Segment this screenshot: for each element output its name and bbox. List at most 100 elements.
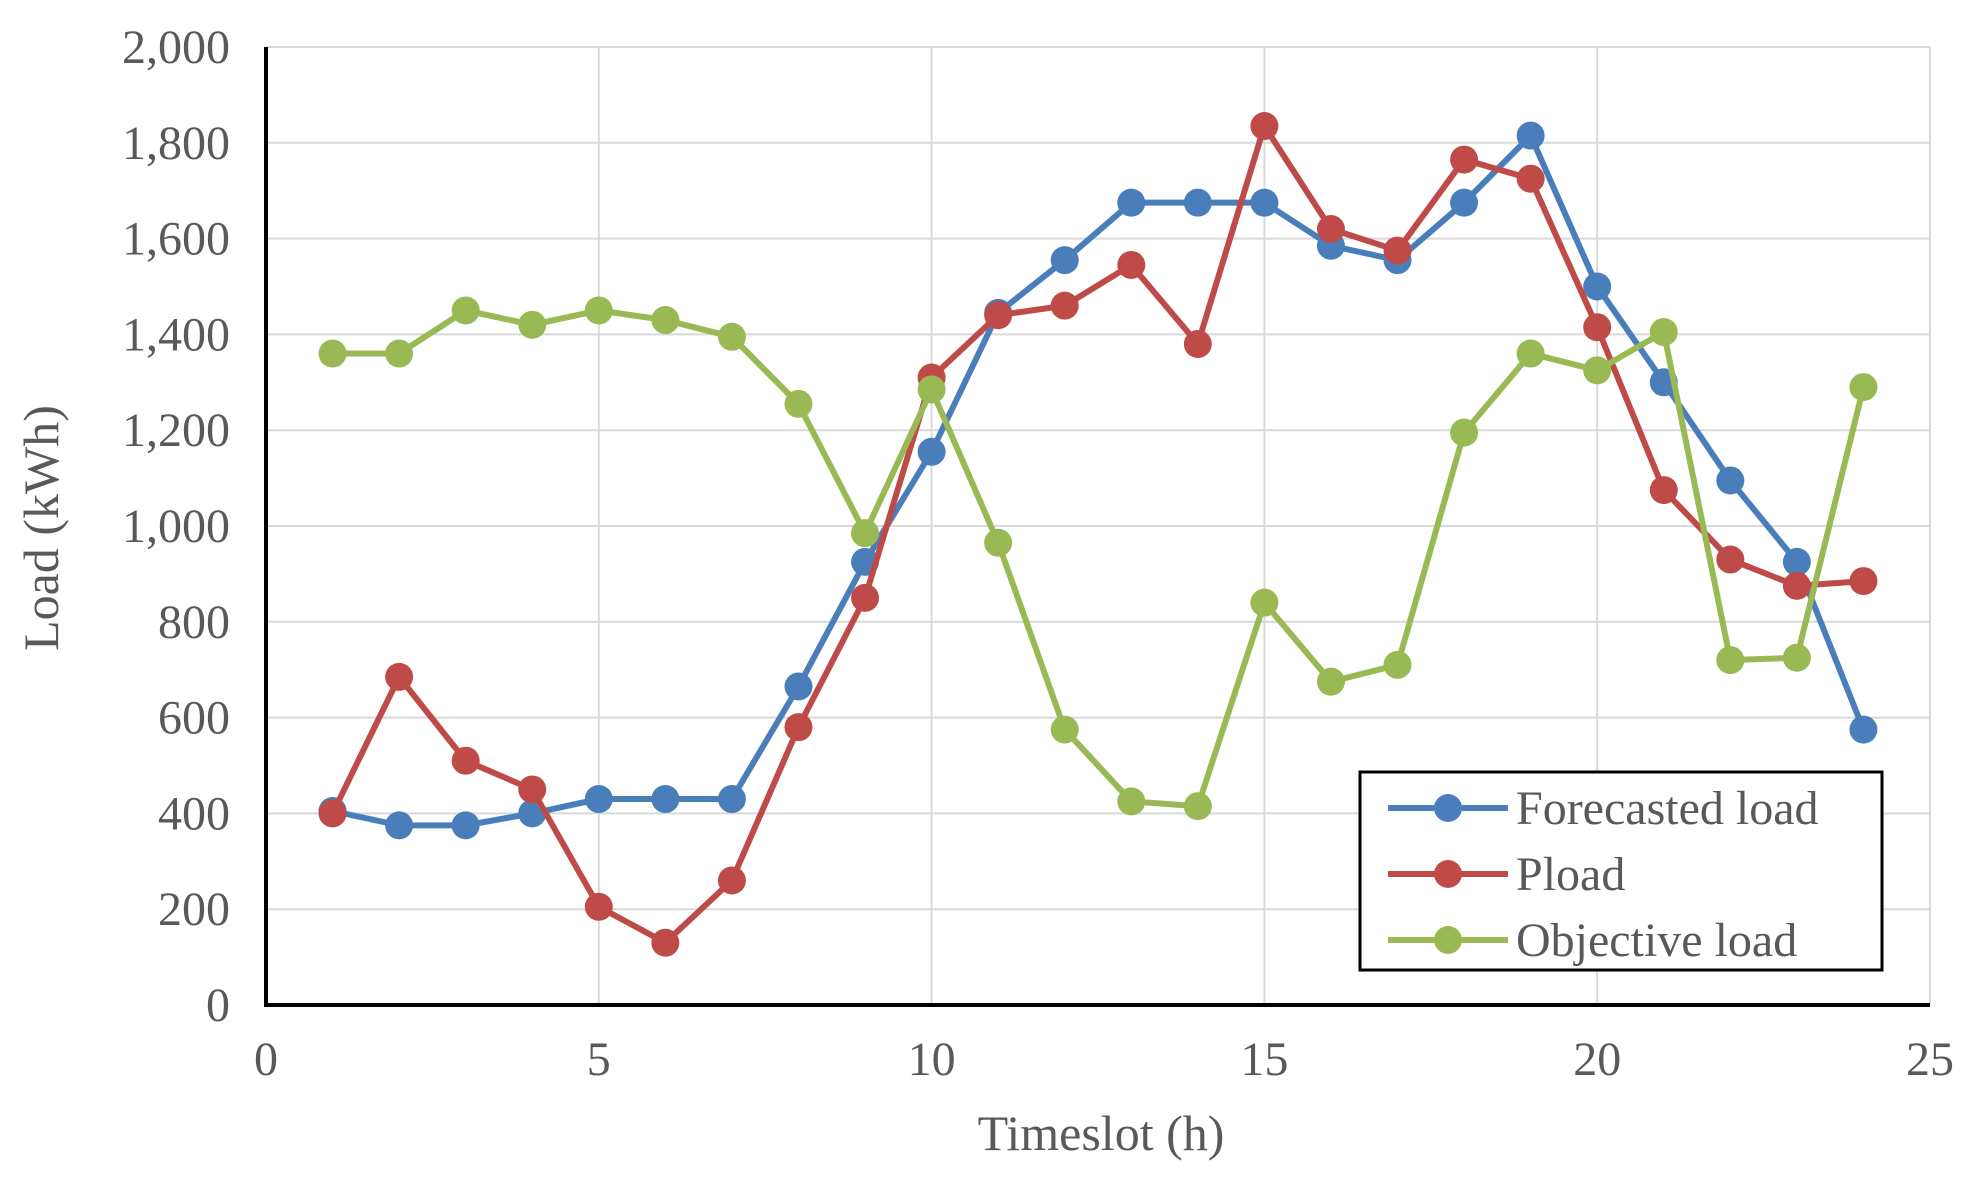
y-tick-label: 400 (158, 787, 230, 840)
data-point-objective-load (1649, 318, 1678, 347)
data-point-pload (1117, 250, 1146, 279)
data-point-pload (1782, 571, 1811, 600)
data-point-forecasted-load (1050, 246, 1079, 275)
data-point-objective-load (1849, 373, 1878, 402)
data-point-pload (1316, 215, 1345, 244)
data-point-objective-load (651, 306, 680, 335)
x-tick-labels: 0 5 10 15 20 25 (254, 1033, 1954, 1086)
data-point-objective-load (1050, 715, 1079, 744)
series (318, 112, 1878, 957)
data-point-pload (1649, 476, 1678, 505)
y-axis-title: Load (kWh) (13, 405, 69, 651)
data-point-forecasted-load (717, 785, 746, 814)
data-point-forecasted-load (385, 811, 414, 840)
data-point-forecasted-load (1516, 121, 1545, 150)
data-point-forecasted-load (1716, 466, 1745, 495)
y-tick-label: 1,800 (122, 117, 230, 170)
data-point-objective-load (851, 519, 880, 548)
y-tick-label: 0 (206, 979, 230, 1032)
data-point-forecasted-load (784, 672, 813, 701)
x-tick-label: 0 (254, 1033, 278, 1086)
y-tick-label: 200 (158, 883, 230, 936)
y-tick-label: 800 (158, 596, 230, 649)
data-point-objective-load (451, 296, 480, 325)
data-point-forecasted-load (1849, 715, 1878, 744)
data-point-objective-load (1383, 650, 1412, 679)
x-tick-label: 10 (908, 1033, 956, 1086)
data-point-objective-load (1450, 418, 1479, 447)
data-point-objective-load (385, 339, 414, 368)
y-tick-label: 2,000 (122, 21, 230, 74)
data-point-objective-load (717, 322, 746, 351)
legend-label: Forecasted load (1516, 782, 1819, 835)
x-tick-label: 15 (1240, 1033, 1288, 1086)
data-point-forecasted-load (651, 785, 680, 814)
data-point-objective-load (1583, 356, 1612, 385)
data-point-objective-load (917, 375, 946, 404)
y-tick-label: 1,600 (122, 213, 230, 266)
data-point-pload (717, 866, 746, 895)
data-point-pload (318, 799, 347, 828)
legend-swatch-marker (1434, 794, 1462, 822)
data-point-objective-load (1183, 792, 1212, 821)
data-point-pload (1716, 545, 1745, 574)
data-point-objective-load (1250, 588, 1279, 617)
data-point-forecasted-load (1450, 188, 1479, 217)
data-point-pload (784, 713, 813, 742)
y-tick-label: 1,000 (122, 500, 230, 553)
data-point-pload (1516, 164, 1545, 193)
series-line-objective-load (332, 307, 1867, 810)
series-pload (318, 112, 1878, 957)
y-tick-label: 1,400 (122, 308, 230, 361)
data-point-pload (1250, 112, 1279, 141)
axes (264, 47, 1930, 1007)
legend-label: Objective load (1516, 914, 1797, 967)
data-point-pload (1383, 236, 1412, 265)
legend-item-objective-load: Objective load (1388, 914, 1797, 967)
data-point-objective-load (1716, 646, 1745, 675)
data-point-objective-load (518, 310, 547, 339)
data-point-pload (584, 892, 613, 921)
legend-swatch-marker (1434, 926, 1462, 954)
x-tick-label: 25 (1906, 1033, 1954, 1086)
data-point-forecasted-load (1183, 188, 1212, 217)
series-forecasted-load (318, 121, 1878, 840)
data-point-forecasted-load (1117, 188, 1146, 217)
data-point-forecasted-load (584, 785, 613, 814)
data-point-objective-load (1117, 787, 1146, 816)
data-point-forecasted-load (1782, 547, 1811, 576)
legend-item-pload: Pload (1388, 848, 1625, 901)
data-point-forecasted-load (917, 437, 946, 466)
series-line-pload (329, 123, 1864, 946)
data-point-pload (385, 662, 414, 691)
data-point-pload (1183, 329, 1212, 358)
data-point-pload (651, 928, 680, 957)
series-objective-load (318, 296, 1878, 821)
y-tick-labels: 0 200 400 600 800 1,000 1,200 1,400 1,600 1,800 2,… (122, 21, 230, 1032)
data-point-pload (451, 746, 480, 775)
data-point-objective-load (1782, 643, 1811, 672)
data-point-pload (1849, 567, 1878, 596)
data-point-objective-load (784, 389, 813, 418)
x-tick-label: 5 (587, 1033, 611, 1086)
data-point-pload (518, 775, 547, 804)
data-point-objective-load (584, 296, 613, 325)
legend-label: Pload (1516, 848, 1625, 901)
legend: Forecasted load Pload Objective load (1358, 770, 1884, 972)
legend-item-forecasted-load: Forecasted load (1388, 782, 1819, 835)
x-tick-label: 20 (1573, 1033, 1621, 1086)
data-point-pload (984, 301, 1013, 330)
data-point-forecasted-load (1250, 188, 1279, 217)
data-point-pload (1450, 145, 1479, 174)
y-tick-label: 600 (158, 692, 230, 745)
legend-items: Forecasted load Pload Objective load (1388, 782, 1819, 967)
data-point-forecasted-load (1583, 272, 1612, 301)
y-tick-label: 1,200 (122, 404, 230, 457)
data-point-objective-load (318, 339, 347, 368)
data-point-objective-load (984, 528, 1013, 557)
data-point-forecasted-load (451, 811, 480, 840)
data-point-pload (1583, 313, 1612, 342)
legend-swatch-marker (1434, 860, 1462, 888)
